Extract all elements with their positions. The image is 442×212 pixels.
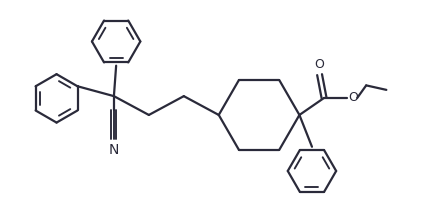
Text: O: O bbox=[349, 91, 358, 105]
Text: O: O bbox=[315, 58, 324, 71]
Text: N: N bbox=[109, 143, 119, 157]
